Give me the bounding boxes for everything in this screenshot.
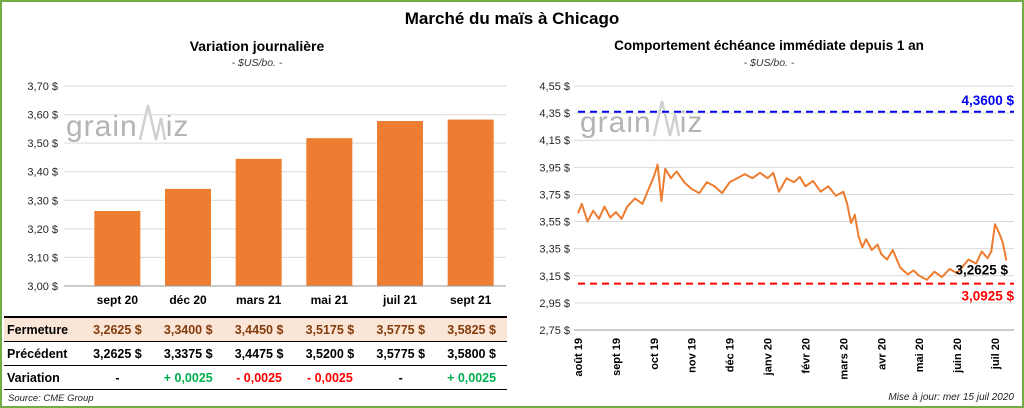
update-note: Mise à jour: mer 15 juil 2020 bbox=[888, 392, 1014, 403]
price-cell: 3,3375 $ bbox=[163, 346, 213, 361]
price-cell: + 0,0025 bbox=[163, 370, 213, 385]
bar bbox=[165, 188, 211, 286]
price-cell: 3,5175 $ bbox=[305, 322, 355, 337]
x-month-label: nov 19 bbox=[687, 338, 699, 373]
y-tick-label: 3,15 $ bbox=[539, 271, 570, 283]
price-cell: 3,4450 $ bbox=[234, 322, 284, 337]
y-tick-label: 3,20 $ bbox=[27, 224, 58, 236]
x-month-label: avr 20 bbox=[876, 338, 888, 370]
x-category-label: juil 21 bbox=[382, 293, 417, 307]
x-month-label: août 19 bbox=[573, 338, 585, 377]
daily-variation-chart: 3,00 $ 3,10 $ 3,20 $ 3,30 $ 3,40 $ 3,50 $ 3,60… bbox=[27, 81, 506, 307]
y-tick-label: 4,15 $ bbox=[539, 135, 570, 147]
price-cell: 3,2625 $ bbox=[93, 322, 142, 337]
bar bbox=[377, 121, 423, 286]
y-tick-label: 3,10 $ bbox=[27, 252, 58, 264]
bar bbox=[235, 158, 282, 286]
price-cell: - 0,0025 bbox=[236, 370, 283, 385]
x-category-label: mars 21 bbox=[236, 293, 282, 307]
price-cell: 3,5800 $ bbox=[447, 346, 496, 361]
x-axis-labels: août 19 sept 19 oct 19 nov 19 déc 19 janv 20 f… bbox=[573, 338, 1002, 380]
y-tick-label: 3,75 $ bbox=[539, 189, 570, 201]
page-title: Marché du maïs à Chicago bbox=[404, 9, 620, 28]
x-category-label: déc 20 bbox=[169, 293, 207, 307]
y-tick-label: 2,95 $ bbox=[539, 298, 570, 310]
y-tick-label: 3,00 $ bbox=[27, 281, 58, 293]
table-row-variation: Variation - + 0,0025 - 0,0025 - 0,0025 - + 0,0… bbox=[4, 366, 507, 390]
x-month-label: févr 20 bbox=[800, 338, 812, 373]
x-month-label: janv 20 bbox=[763, 338, 775, 376]
price-cell: - 0,0025 bbox=[306, 370, 353, 385]
price-cell: 3,5200 $ bbox=[305, 346, 355, 361]
line-gridlines: 2,75 $ 2,95 $ 3,15 $ 3,35 $ 3,55 $ 3,75 $ 3,95… bbox=[539, 81, 1014, 337]
price-cell: 3,5775 $ bbox=[376, 346, 426, 361]
price-cell: 3,5775 $ bbox=[376, 322, 426, 337]
price-cell: 3,3400 $ bbox=[163, 322, 213, 337]
last-value-label: 3,2625 $ bbox=[955, 263, 1008, 278]
x-month-label: déc 19 bbox=[725, 338, 737, 372]
y-tick-label: 3,35 $ bbox=[539, 244, 570, 256]
bar bbox=[306, 138, 353, 286]
y-tick-label: 3,55 $ bbox=[539, 217, 570, 229]
row-label: Précédent bbox=[7, 346, 68, 361]
x-month-label: oct 19 bbox=[649, 338, 661, 370]
x-month-label: mai 20 bbox=[914, 338, 926, 372]
y-tick-label: 3,40 $ bbox=[27, 167, 58, 179]
y-tick-label: 3,95 $ bbox=[539, 162, 570, 174]
table-row-fermeture: Fermeture 3,2625 $ 3,3400 $ 3,4450 $ 3,5175 … bbox=[4, 318, 507, 342]
one-year-price-chart: 2,75 $ 2,95 $ 3,15 $ 3,35 $ 3,55 $ 3,75 $ 3,95… bbox=[539, 81, 1014, 380]
row-label: Variation bbox=[7, 370, 60, 385]
row-label: Fermeture bbox=[7, 322, 69, 337]
price-cell: 3,2625 $ bbox=[93, 346, 142, 361]
x-month-label: mars 20 bbox=[838, 338, 850, 380]
reference-line-label: 4,3600 $ bbox=[961, 93, 1014, 108]
price-cell: 3,4475 $ bbox=[234, 346, 284, 361]
y-tick-label: 3,70 $ bbox=[27, 81, 58, 93]
price-line bbox=[577, 163, 1008, 281]
table-row-precedent: Précédent 3,2625 $ 3,3375 $ 3,4475 $ 3,5200 … bbox=[4, 342, 507, 366]
price-cell: - bbox=[398, 370, 403, 385]
y-tick-label: 3,30 $ bbox=[27, 195, 58, 207]
x-month-label: sept 19 bbox=[611, 338, 623, 376]
daily-variation-title: Variation journalière bbox=[189, 38, 325, 54]
bar bbox=[447, 119, 494, 286]
one-year-chart-title: Comportement échéance immédiate depuis 1… bbox=[614, 38, 924, 53]
daily-variation-subtitle: - $US/bo. - bbox=[231, 57, 283, 69]
price-cell: 3,5825 $ bbox=[447, 322, 496, 337]
price-cell: - bbox=[115, 370, 120, 385]
reference-line-label: 3,0925 $ bbox=[961, 289, 1014, 304]
one-year-chart-subtitle: - $US/bo. - bbox=[743, 57, 795, 69]
price-cell: + 0,0025 bbox=[447, 370, 497, 385]
bars: sept 20 déc 20 mars 21 mai 21 juil 21 sept 21 bbox=[94, 119, 494, 307]
y-tick-label: 2,75 $ bbox=[539, 325, 570, 337]
y-tick-label: 4,35 $ bbox=[539, 108, 570, 120]
x-month-label: juin 20 bbox=[952, 338, 964, 374]
x-month-label: juil 20 bbox=[990, 338, 1002, 370]
x-category-label: sept 20 bbox=[97, 293, 139, 307]
price-table: Fermeture 3,2625 $ 3,3400 $ 3,4450 $ 3,5175 … bbox=[4, 316, 507, 390]
y-tick-label: 3,50 $ bbox=[27, 138, 58, 150]
source-note: Source: CME Group bbox=[8, 393, 94, 404]
x-category-label: sept 21 bbox=[450, 293, 492, 307]
y-tick-label: 4,55 $ bbox=[539, 81, 570, 93]
bar bbox=[94, 211, 141, 286]
y-tick-label: 3,60 $ bbox=[27, 110, 58, 122]
x-category-label: mai 21 bbox=[311, 293, 349, 307]
